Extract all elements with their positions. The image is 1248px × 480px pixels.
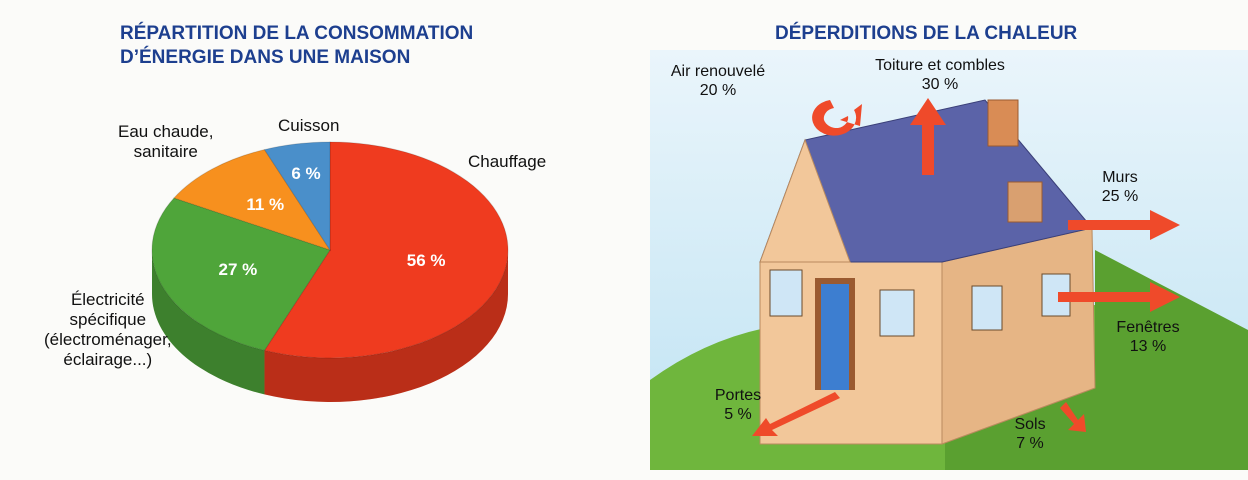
category-label: Cuisson — [278, 116, 339, 136]
category-label: Électricité spécifique (électroménager, … — [44, 290, 172, 370]
heat-loss-label: Portes — [715, 386, 761, 405]
page: RÉPARTITION DE LA CONSOMMATION D’ÉNERGIE… — [0, 0, 1248, 480]
window — [770, 270, 802, 316]
category-label: Chauffage — [468, 152, 546, 172]
heat-loss-value: 7 % — [1014, 434, 1045, 453]
window — [972, 286, 1002, 330]
value-label: 11 % — [246, 195, 284, 215]
door — [821, 284, 849, 390]
value-label: 56 % — [407, 251, 446, 271]
chimney — [988, 100, 1018, 146]
heat-loss-value: 13 % — [1116, 337, 1179, 356]
value-label: 6 % — [291, 164, 320, 184]
heat-loss-value: 5 % — [715, 405, 761, 424]
pie-chart — [152, 142, 508, 402]
heat-loss-label: Air renouvelé — [671, 62, 765, 81]
heat-loss-label: Sols — [1014, 415, 1045, 434]
diagram-title: DÉPERDITIONS DE LA CHALEUR — [775, 22, 1077, 46]
value-label: 27 % — [219, 260, 258, 280]
category-label: Eau chaude, sanitaire — [118, 122, 213, 162]
heat-loss-value: 30 % — [875, 75, 1005, 94]
heat-loss-value: 20 % — [671, 81, 765, 100]
window — [880, 290, 914, 336]
heat-loss-label: Toiture et combles — [875, 56, 1005, 75]
heat-loss-label: Murs — [1102, 168, 1138, 187]
chart-title: RÉPARTITION DE LA CONSOMMATION D’ÉNERGIE… — [120, 22, 473, 70]
heat-loss-value: 25 % — [1102, 187, 1138, 206]
illustration — [0, 0, 1248, 480]
heat-loss-label: Fenêtres — [1116, 318, 1179, 337]
dormer — [1008, 182, 1042, 222]
